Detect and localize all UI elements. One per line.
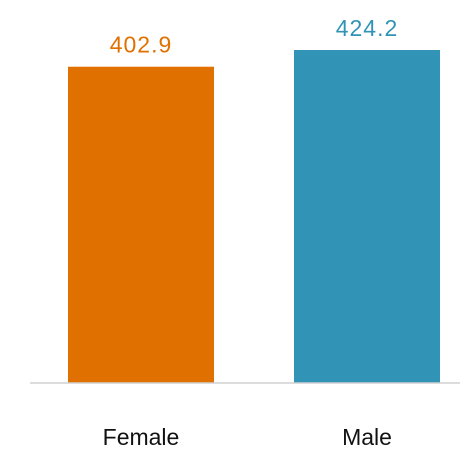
category-labels-group: Female Male <box>103 424 392 449</box>
bars-group <box>68 50 440 384</box>
value-label-female: 402.9 <box>110 32 173 58</box>
value-label-male: 424.2 <box>336 15 399 41</box>
category-label-male: Male <box>342 424 392 449</box>
value-labels-group: 402.9 424.2 <box>110 15 399 58</box>
category-label-female: Female <box>103 424 180 449</box>
bar-male <box>294 50 440 383</box>
bar-female <box>68 66 214 384</box>
